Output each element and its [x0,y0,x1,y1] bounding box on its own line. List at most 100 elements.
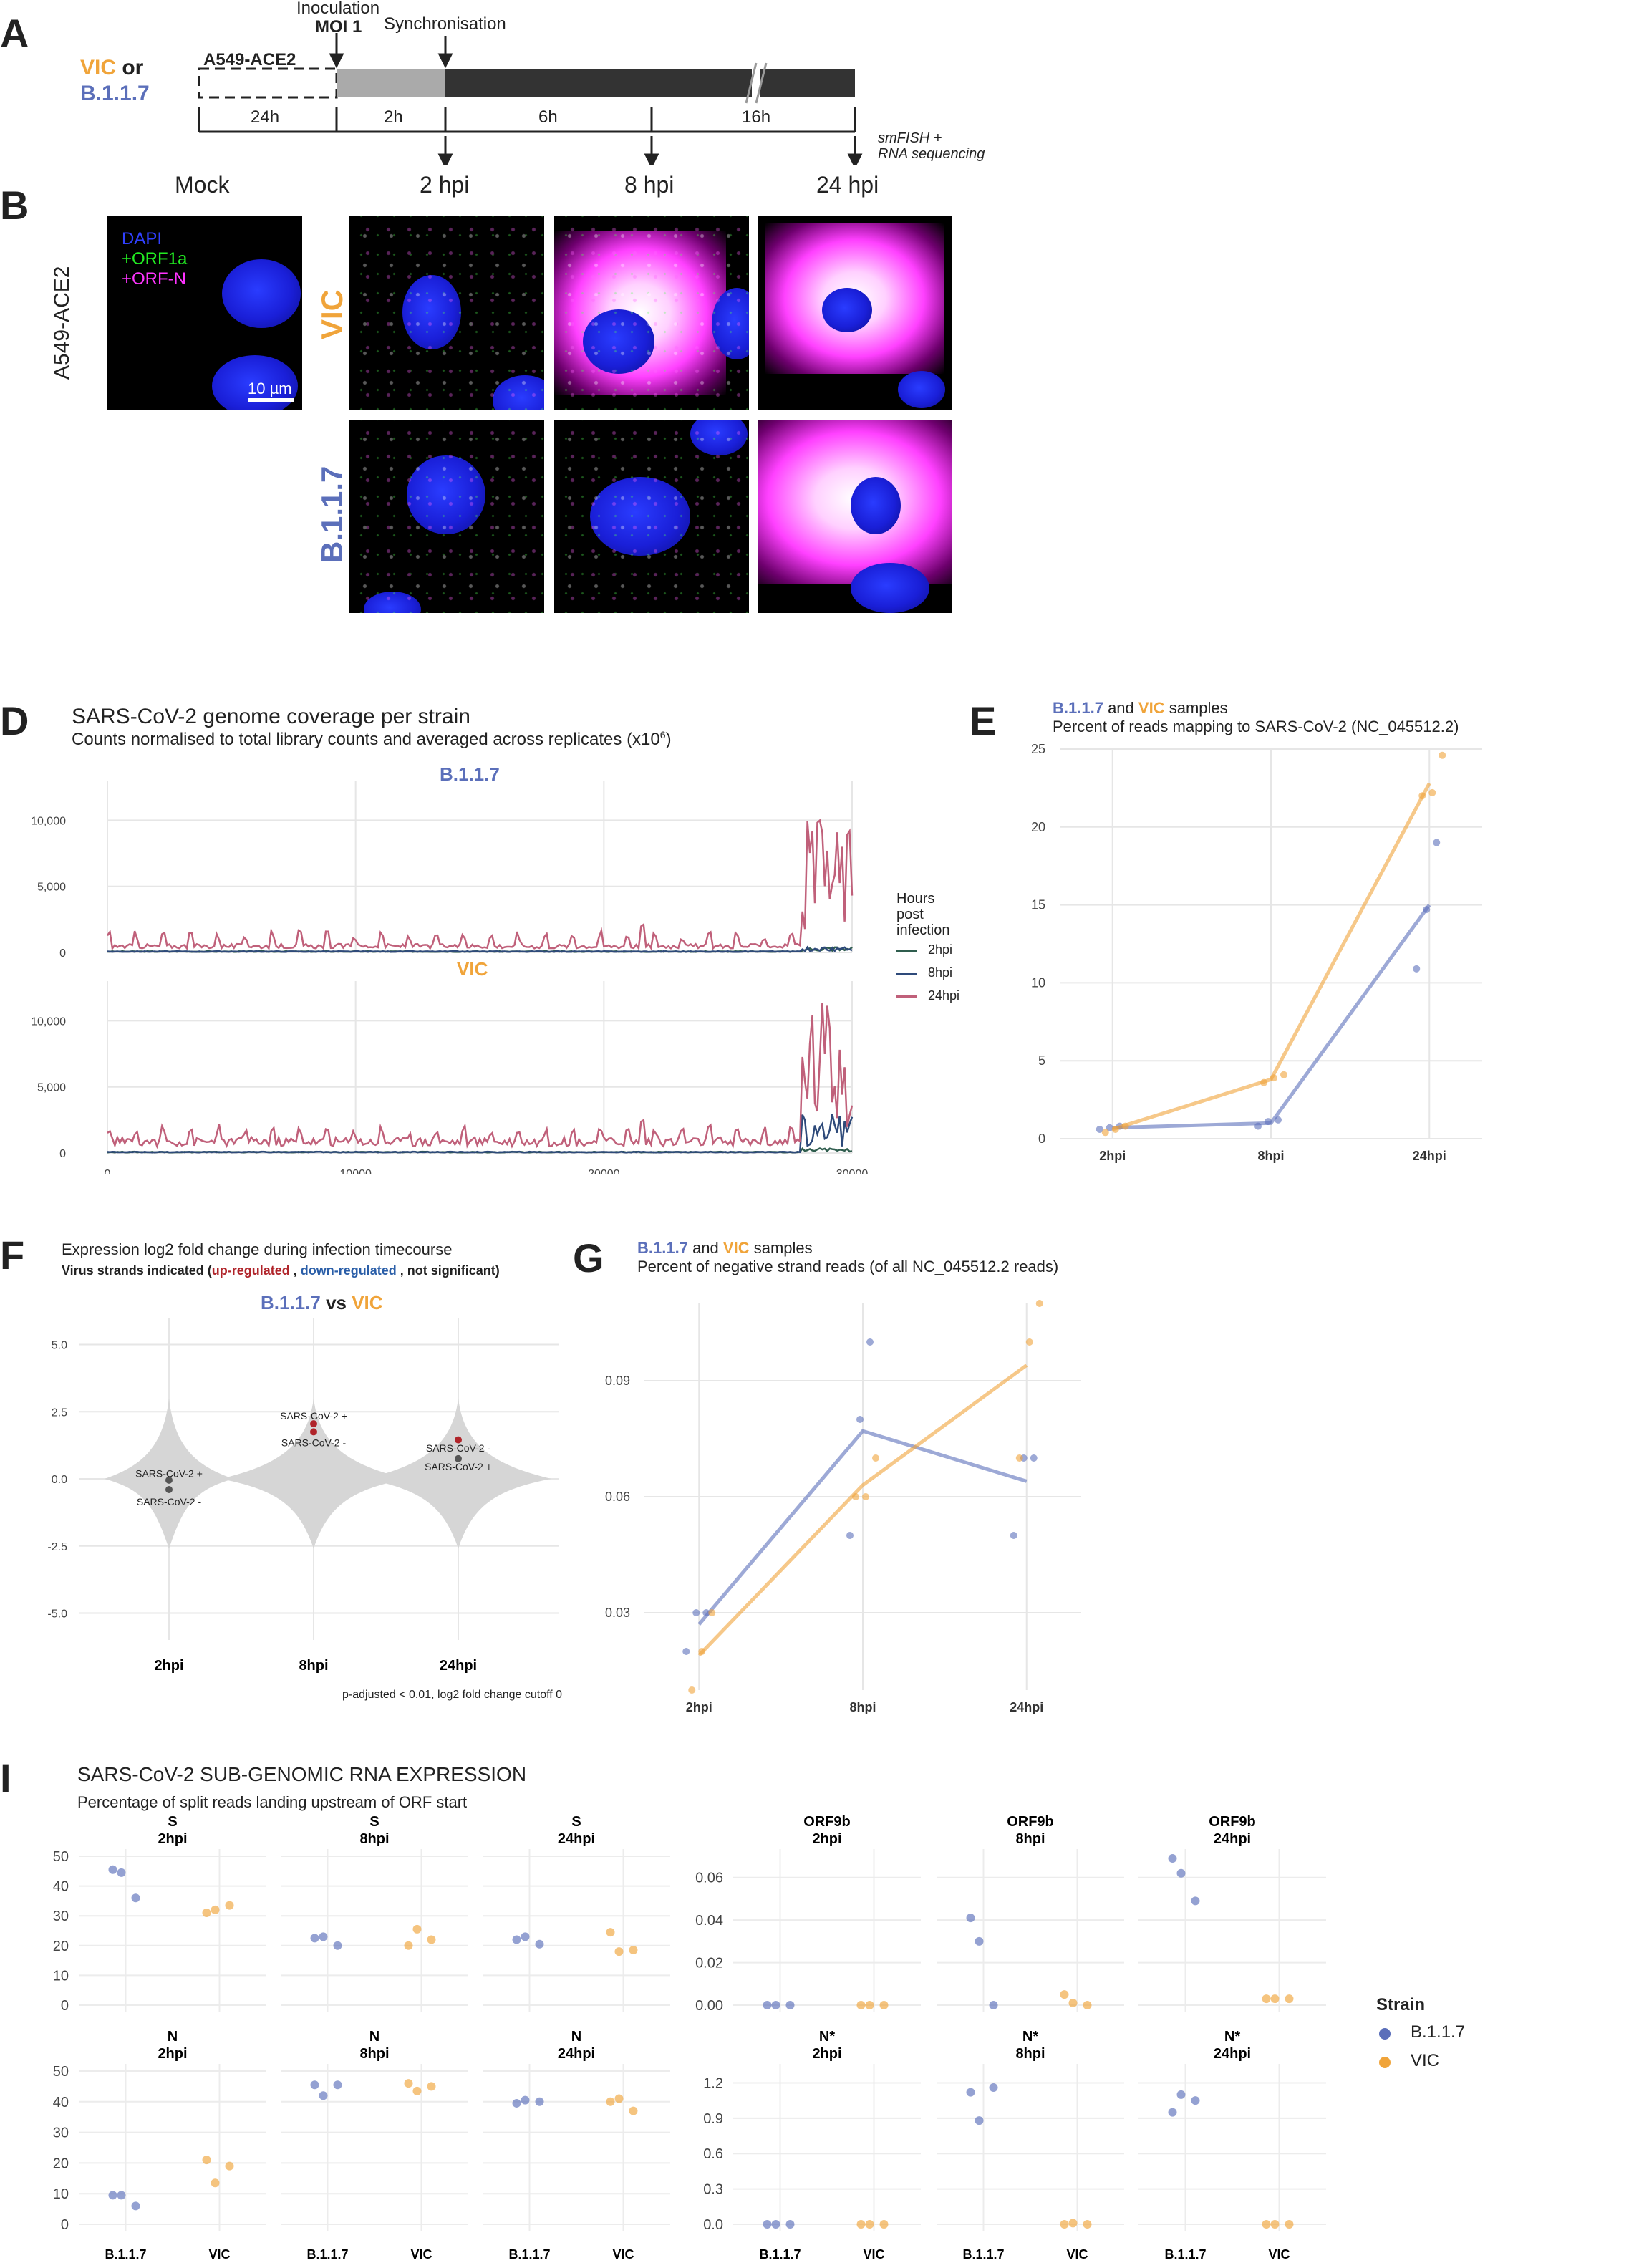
strand-label: SARS-CoV-2 - [137,1496,202,1507]
panel-label-a: A [0,11,29,56]
data-point-B.1.1.7 [975,2116,984,2125]
negative-strand-chart: 0.09 0.06 0.03 2hpi 8hpi 24hpi [605,1300,1081,1714]
data-point-VIC [865,2220,874,2229]
x-tick-label: 24hpi [1010,1700,1043,1714]
panel-a-strain-label: VIC or [80,56,143,80]
data-point-VIC [614,1947,624,1956]
data-point-B.1.1.7 [1433,839,1441,846]
data-point-VIC [862,1493,869,1500]
x-tick-label: VIC [410,2247,432,2262]
data-point-VIC [211,1905,220,1914]
coverage-line-24hpi [106,819,854,951]
facet-gene-label: N* [1022,2029,1038,2045]
panel-f-caption: p-adjusted < 0.01, log2 fold change cuto… [342,1689,563,1701]
panel-label-e: E [970,698,997,743]
data-point-VIC [1270,2220,1280,2229]
micrograph-b117-8hpi [554,420,749,613]
y-tick-label: -5.0 [47,1608,67,1621]
data-point-VIC [1121,1122,1129,1130]
data-point-B.1.1.7 [1176,2090,1186,2099]
data-point-VIC [879,2220,889,2229]
x-tick-label: 0 [105,1168,111,1174]
strand-point [165,1476,173,1484]
micrograph-vic-8hpi [554,216,749,410]
panel-e-subtitle: Percent of reads mapping to SARS-CoV-2 (… [1053,718,1459,735]
x-tick-label: B.1.1.7 [105,2247,146,2262]
scalebar-label: 10 µm [248,380,292,397]
facet-gene-label: N* [1224,2029,1240,2045]
data-point-VIC [404,1941,413,1950]
data-point-VIC [872,1454,879,1462]
readout-line-1: smFISH + [878,130,942,146]
x-tick-label: 8hpi [849,1700,876,1714]
panel-label-f: F [0,1232,25,1278]
strand-point [455,1454,462,1462]
x-tick-label: VIC [612,2247,634,2262]
strand-label: SARS-CoV-2 - [281,1437,347,1448]
y-tick-label: 10,000 [31,815,66,827]
facet-gene-label: S [369,1814,379,1830]
data-point-VIC [856,2001,866,2009]
panel-f-facet-title: B.1.1.7 vs VIC [261,1292,383,1313]
strand-point [310,1420,317,1428]
y-tick-label: 5 [1038,1053,1045,1068]
data-point-VIC [427,1935,436,1944]
micrograph-b117-24hpi [758,420,952,613]
y-tick-label: 0.02 [695,1956,723,1972]
panel-d-subtitle: Counts normalised to total library count… [72,729,672,749]
nucleus [222,259,301,328]
data-point-VIC [1439,751,1446,759]
facet-gene-label: N* [819,2029,835,2045]
y-tick-label: 0.03 [605,1606,630,1620]
data-point-B.1.1.7 [866,1338,874,1346]
mean-line-B.1.1.7 [697,1429,1028,1626]
reads-percent-chart: 25 20 15 10 5 0 2hpi 8hpi 24hpi [1031,742,1482,1163]
data-point-B.1.1.7 [1168,2108,1177,2117]
col-8hpi-label: 8 hpi [624,172,675,198]
strain-vic-label: VIC [80,56,117,79]
col-2hpi-label: 2 hpi [420,172,470,198]
y-tick-label: 0.9 [703,2111,723,2127]
data-point-VIC [688,1686,696,1694]
facet-gene-label: N [168,2029,178,2045]
x-tick-label: VIC [863,2247,884,2262]
strand-label: SARS-CoV-2 + [280,1410,347,1422]
readout-label: smFISH + RNA sequencing [878,130,985,162]
data-point-B.1.1.7 [310,1934,319,1943]
micrograph-vic-24hpi [758,216,952,410]
data-point-B.1.1.7 [966,1914,975,1923]
coverage-line-24hpi [107,1003,854,1149]
data-point-B.1.1.7 [1176,1868,1186,1878]
axis-break [752,63,760,103]
data-point-B.1.1.7 [763,2001,772,2009]
data-point-B.1.1.7 [1168,1853,1177,1863]
timeline-diagram [198,33,863,165]
col-24hpi-label: 24 hpi [816,172,879,198]
x-tick-label: B.1.1.7 [1164,2247,1206,2262]
data-point-VIC [1035,1300,1043,1307]
panel-d-title: SARS-CoV-2 genome coverage per strain [72,705,470,728]
data-point-B.1.1.7 [333,1941,342,1950]
y-tick-label: 0 [59,947,66,960]
data-point-B.1.1.7 [333,2080,342,2090]
data-point-VIC [1015,1454,1023,1462]
legend-dapi: DAPI [122,229,163,248]
facet-gene-label: ORF9b [803,1814,851,1830]
data-point-VIC [427,2082,436,2091]
data-point-B.1.1.7 [108,1865,117,1874]
data-point-B.1.1.7 [846,1532,854,1539]
data-point-VIC [1262,2220,1271,2229]
data-point-B.1.1.7 [771,2001,780,2009]
panel-i-subtitle: Percentage of split reads landing upstre… [77,1793,468,1811]
data-point-B.1.1.7 [1423,906,1431,914]
legend-orfn: +ORF-N [122,269,186,289]
data-point-VIC [412,2086,422,2095]
x-tick-label: 10000 [339,1168,372,1174]
facet-gene-label: ORF9b [1007,1814,1054,1830]
data-point-B.1.1.7 [310,2080,319,2090]
y-tick-label: 40 [53,2095,69,2110]
nucleus [583,309,654,374]
data-point-VIC [852,1493,859,1500]
data-point-B.1.1.7 [512,2098,521,2108]
nucleus [712,288,749,359]
